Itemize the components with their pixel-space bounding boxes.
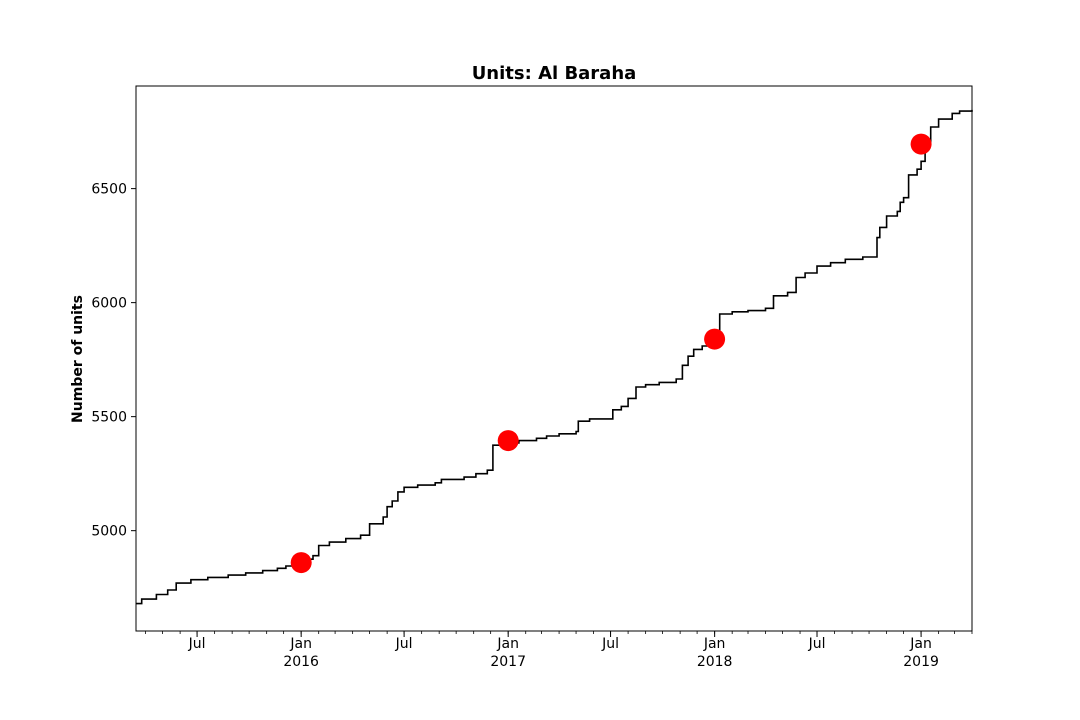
x-tick-label-4: Jul xyxy=(601,636,619,652)
y-axis-label: Number of units xyxy=(70,295,86,423)
marker-point-0 xyxy=(290,552,312,574)
y-tick-label-3: 6500 xyxy=(91,182,127,198)
y-tick-label-1: 5500 xyxy=(91,410,127,426)
chart-title: Units: Al Baraha xyxy=(472,63,637,84)
x-tick-label-0: Jul xyxy=(188,636,206,652)
plot-frame xyxy=(135,85,973,632)
x-tick-year-label-5: 2018 xyxy=(697,654,733,670)
x-tick-year-label-1: 2016 xyxy=(283,654,319,670)
x-tick-label-6: Jul xyxy=(808,636,826,652)
series-line-0 xyxy=(136,109,973,605)
x-tick-label-5: Jan xyxy=(703,636,726,652)
marker-point-3 xyxy=(910,133,932,155)
y-tick-label-2: 6000 xyxy=(91,296,127,312)
marker-point-2 xyxy=(704,328,726,350)
x-tick-label-7: Jan xyxy=(909,636,932,652)
x-tick-year-label-3: 2017 xyxy=(490,654,526,670)
x-tick-year-label-7: 2019 xyxy=(903,654,939,670)
plot-area xyxy=(136,109,973,605)
axes: 5000 5500 6000 6500 Jul Jan 2016 Jul Jan 2017 Jul J… xyxy=(91,182,973,670)
x-tick-label-2: Jul xyxy=(395,636,413,652)
x-tick-label-3: Jan xyxy=(496,636,519,652)
marker-point-1 xyxy=(497,430,519,452)
y-tick-label-0: 5000 xyxy=(91,524,127,540)
x-tick-label-1: Jan xyxy=(289,636,312,652)
